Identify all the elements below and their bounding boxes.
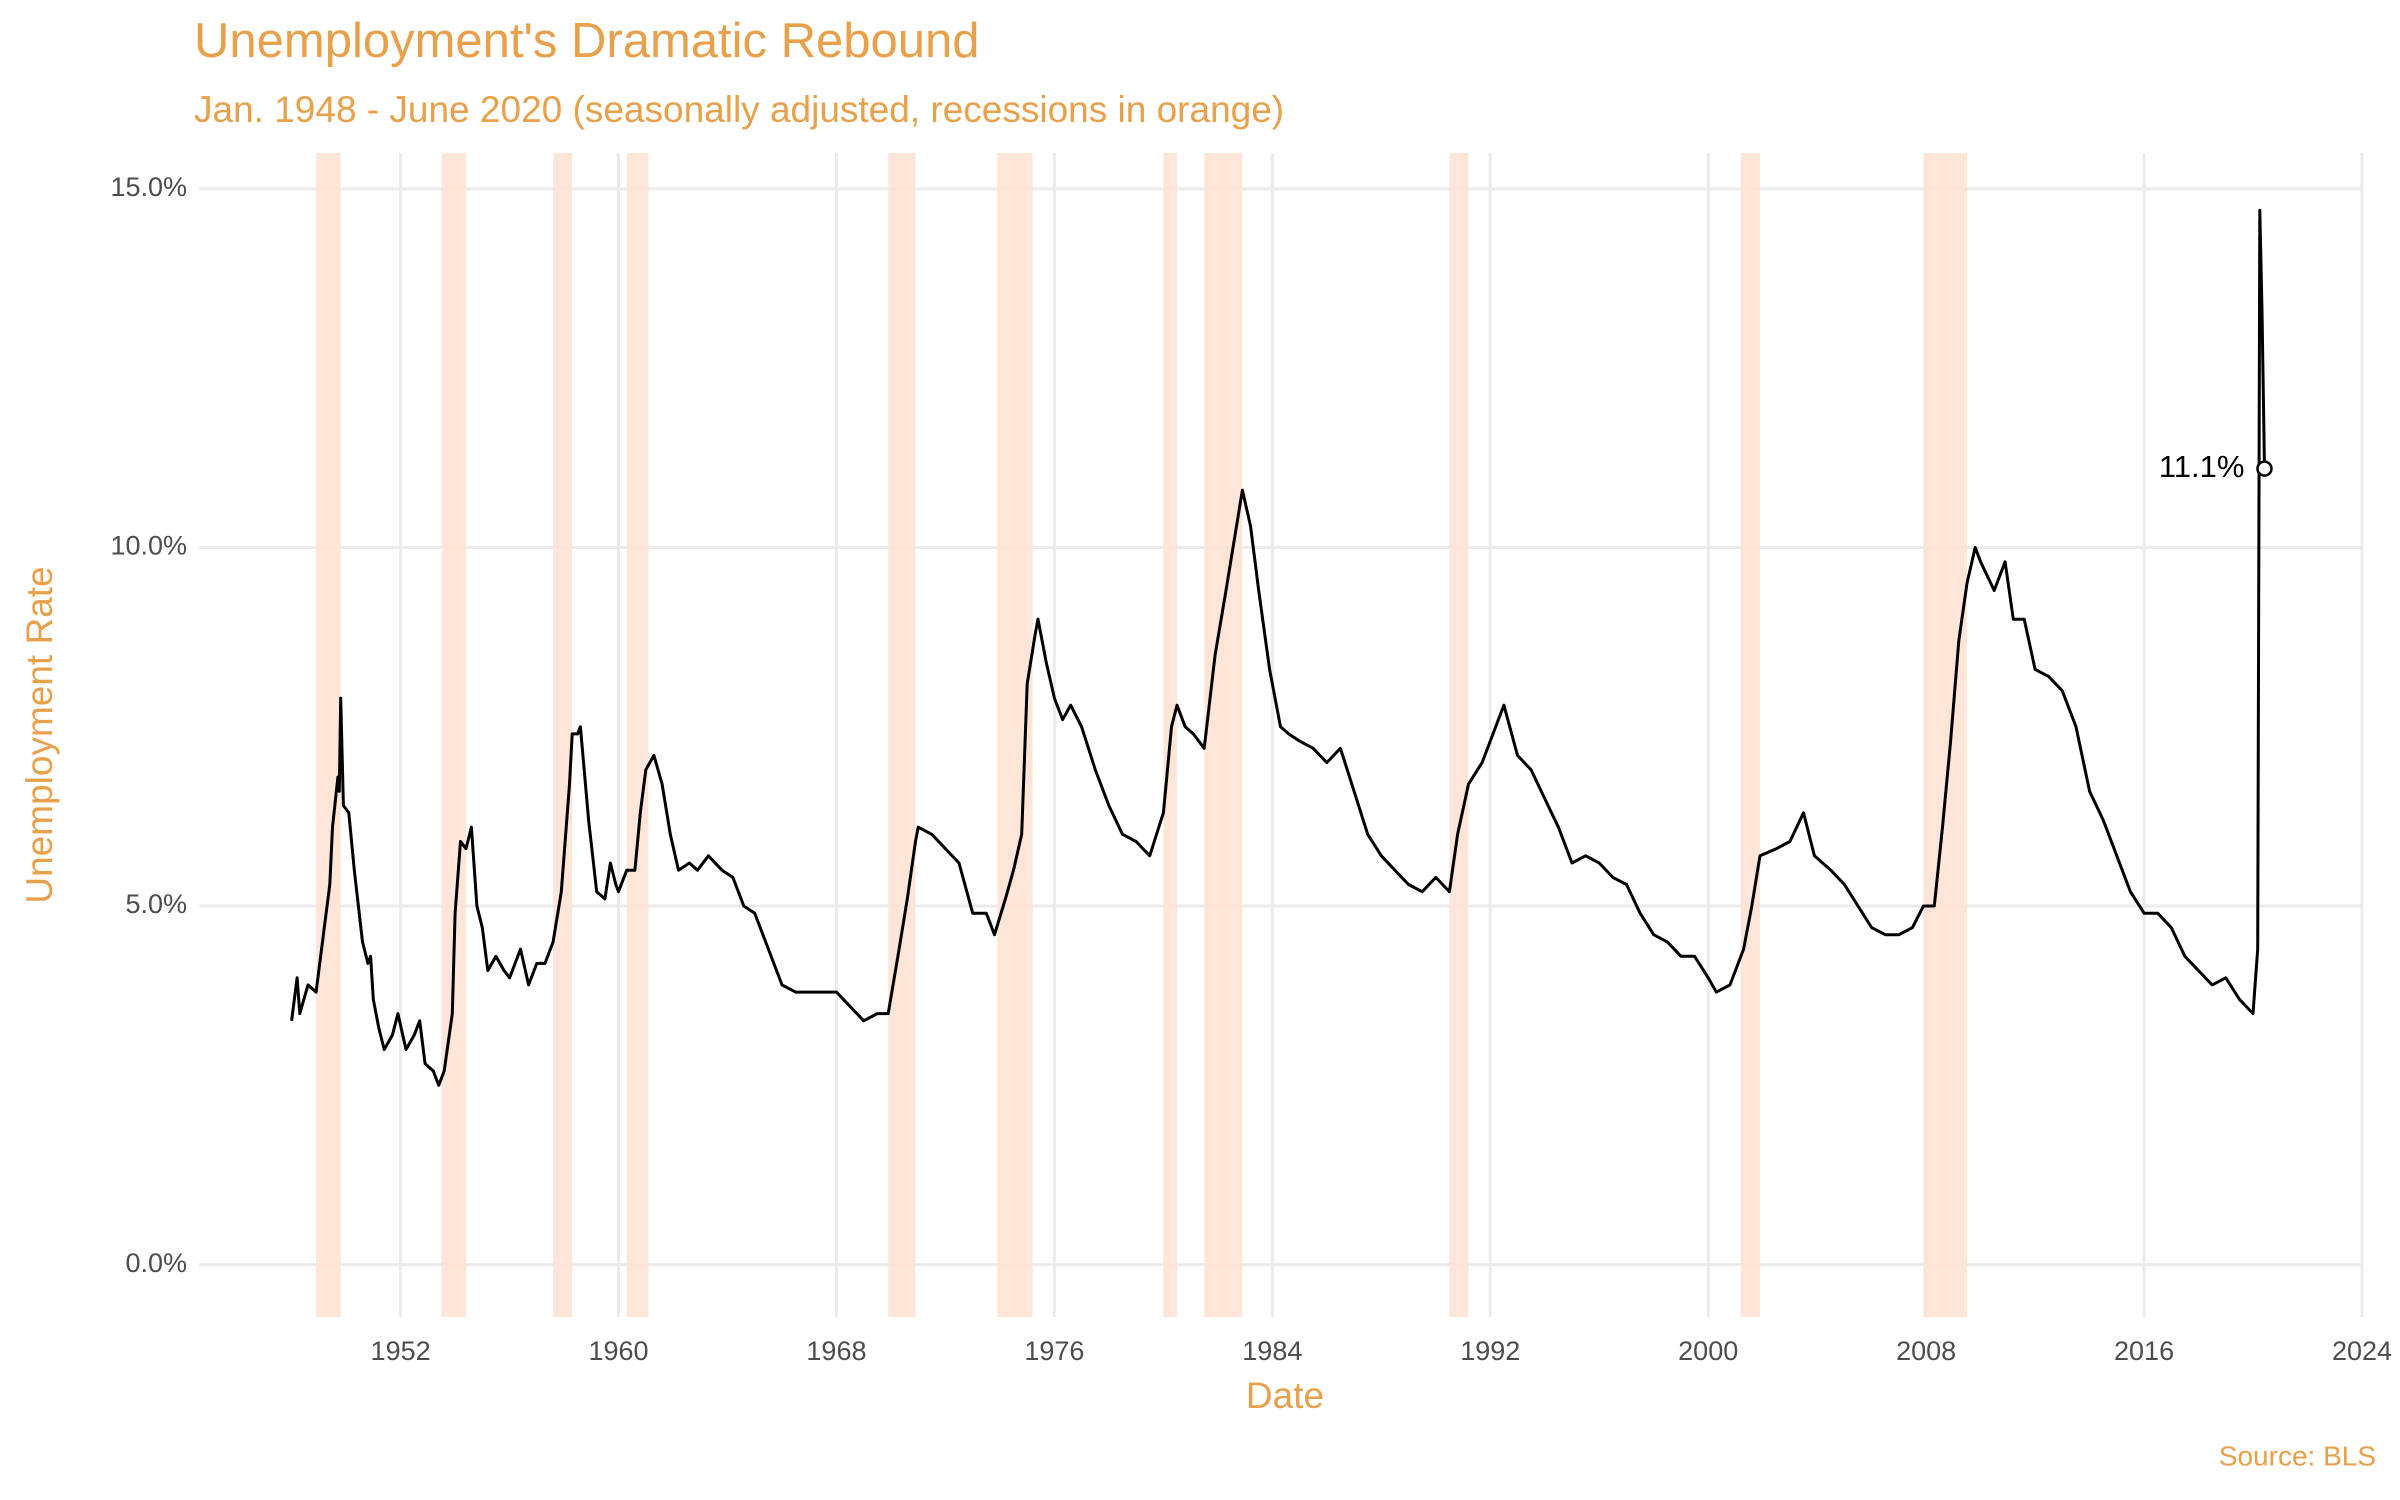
x-tick-label: 2000 (1678, 1336, 1738, 1366)
chart-title: Unemployment's Dramatic Rebound (194, 14, 980, 68)
x-tick-label: 1960 (588, 1336, 648, 1366)
x-tick-label: 1992 (1460, 1336, 1520, 1366)
chart-subtitle: Jan. 1948 - June 2020 (seasonally adjust… (194, 89, 1284, 130)
recession-band (441, 153, 466, 1317)
x-tick-label: 2024 (2332, 1336, 2392, 1366)
y-tick-label: 15.0% (110, 172, 187, 202)
y-tick-label: 0.0% (125, 1248, 187, 1278)
x-tick-label: 1984 (1242, 1336, 1302, 1366)
source-note: Source: BLS (2219, 1440, 2376, 1471)
x-tick-label: 2008 (1896, 1336, 1956, 1366)
x-tick-label: 1952 (371, 1336, 431, 1366)
annotation-label: 11.1% (2159, 449, 2245, 484)
recession-band (997, 153, 1033, 1317)
x-tick-label: 2016 (2114, 1336, 2174, 1366)
recession-band (1204, 153, 1243, 1317)
recession-band (1740, 153, 1760, 1317)
x-axis-label: Date (1246, 1375, 1324, 1416)
recession-band (553, 153, 573, 1317)
recession-band (1449, 153, 1469, 1317)
recession-band (626, 153, 649, 1317)
y-tick-label: 5.0% (125, 889, 187, 919)
annotation-point (2256, 460, 2273, 477)
data-line (290, 208, 2266, 1087)
y-tick-label: 10.0% (110, 531, 187, 561)
recession-band (888, 153, 916, 1317)
x-tick-label: 1976 (1024, 1336, 1084, 1366)
x-tick-label: 1968 (806, 1336, 866, 1366)
recession-band (316, 153, 341, 1317)
recession-band (1923, 153, 1967, 1317)
y-axis-label: Unemployment Rate (19, 566, 60, 903)
